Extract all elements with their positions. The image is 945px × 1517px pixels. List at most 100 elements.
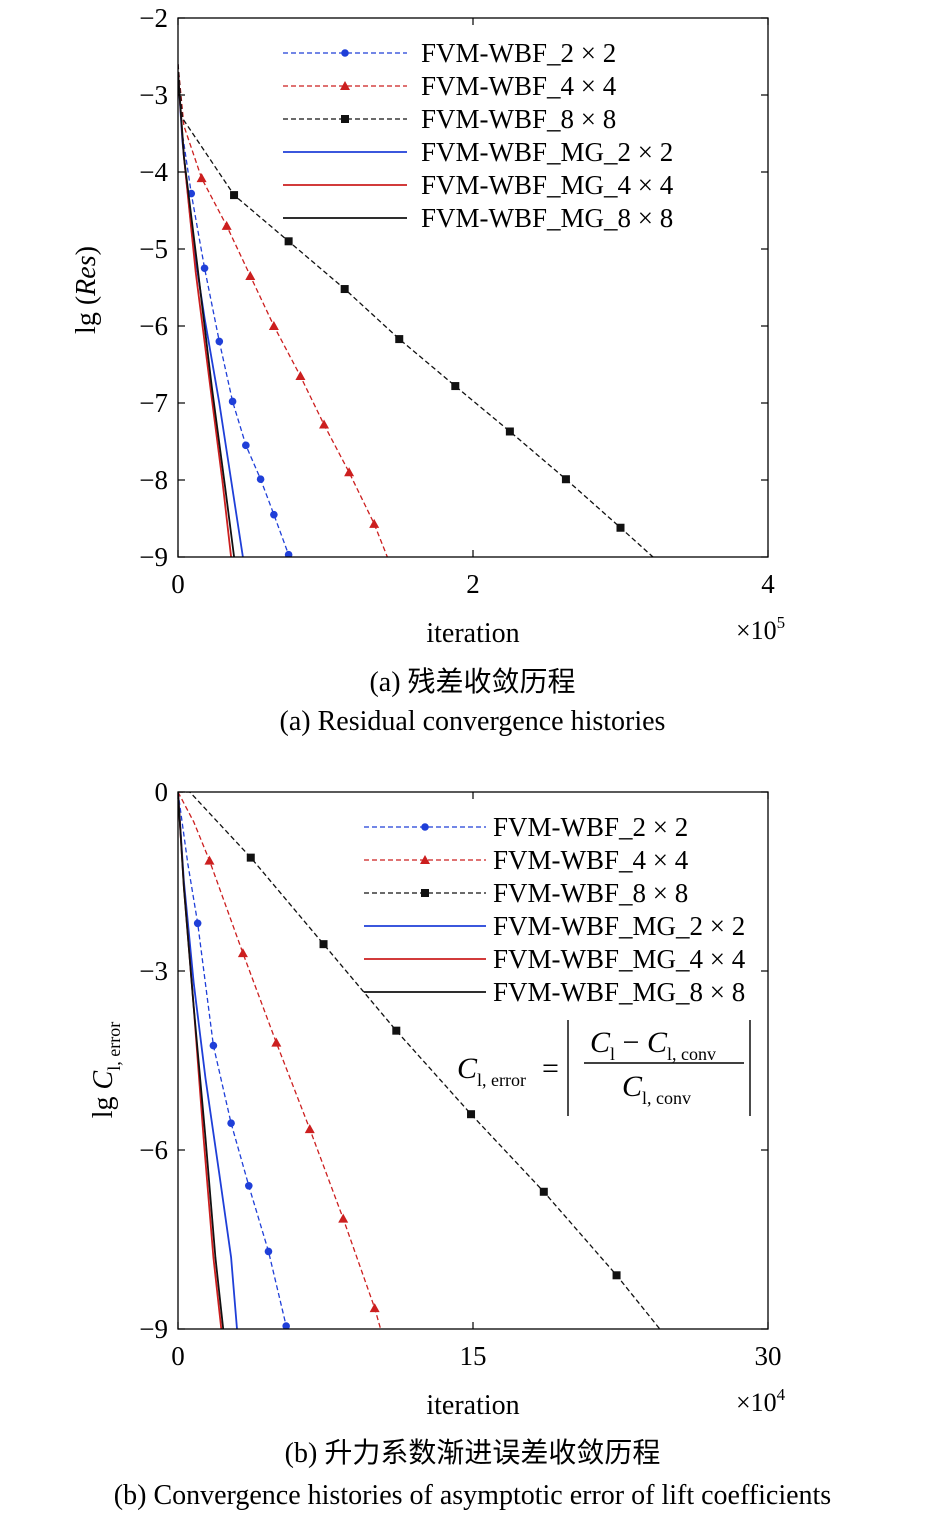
legend-marker-0: [341, 49, 349, 57]
marker-2-6: [561, 475, 570, 484]
marker-2-1: [319, 940, 328, 949]
formula-numerator: Cl − Cl, conv: [590, 1026, 716, 1064]
marker-0-0: [193, 919, 202, 928]
marker-2-0: [246, 853, 255, 862]
y-tick-label-2: −6: [139, 1135, 168, 1165]
series-line-0: [178, 792, 288, 1329]
marker-0-3: [228, 397, 237, 406]
formula: Cl, error = Cl − Cl, conv Cl, conv: [457, 1020, 751, 1116]
legend-label-5: FVM-WBF_MG_8 × 8: [421, 203, 673, 233]
marker-1-0: [204, 855, 215, 865]
y-tick-label-7: −9: [139, 542, 168, 572]
x-multiplier: ×105: [736, 613, 785, 645]
plot-area: [178, 792, 661, 1329]
x-axis-label: iteration: [426, 618, 519, 649]
caption-b-cn: (b) 升力系数渐进误差收敛历程: [284, 1438, 661, 1469]
caption-a-en: (a) Residual convergence histories: [279, 706, 666, 737]
y-tick-label-1: −3: [139, 956, 168, 986]
y-tick-label-4: −6: [139, 311, 168, 341]
legend-marker-1: [420, 855, 430, 864]
x-tick-label-2: 4: [761, 569, 775, 599]
marker-0-4: [264, 1247, 273, 1256]
marker-2-2: [340, 285, 349, 294]
series-line-5: [178, 792, 225, 1329]
legend-marker-1: [340, 81, 350, 90]
legend-label-1: FVM-WBF_4 × 4: [421, 71, 617, 101]
marker-0-7: [284, 550, 293, 557]
y-tick-label-0: −2: [139, 3, 168, 33]
x-tick-label-2: 30: [755, 1341, 782, 1371]
marker-1-0: [196, 173, 207, 183]
marker-2-1: [284, 237, 293, 246]
legend-label-0: FVM-WBF_2 × 2: [493, 812, 688, 842]
legend-label-2: FVM-WBF_8 × 8: [421, 104, 616, 134]
marker-2-0: [230, 191, 239, 200]
marker-2-5: [505, 427, 514, 436]
marker-1-3: [304, 1124, 315, 1134]
legend-label-4: FVM-WBF_MG_4 × 4: [421, 170, 674, 200]
legend-label-5: FVM-WBF_MG_8 × 8: [493, 977, 745, 1007]
y-tick-label-6: −8: [139, 465, 168, 495]
x-axis-label: iteration: [426, 1390, 519, 1421]
caption-a-cn: (a) 残差收敛历程: [369, 667, 576, 698]
marker-2-4: [451, 382, 460, 391]
plot-area: [178, 64, 654, 557]
marker-0-2: [215, 337, 224, 346]
marker-2-2: [392, 1026, 401, 1035]
marker-1-1: [221, 220, 232, 230]
marker-0-5: [282, 1322, 290, 1329]
y-axis-label: lg (Res): [71, 246, 102, 334]
legend-marker-2: [341, 115, 349, 123]
x-multiplier: ×104: [736, 1385, 786, 1417]
marker-0-4: [242, 441, 250, 450]
caption-b-en: (b) Convergence histories of asymptotic …: [113, 1480, 832, 1511]
y-tick-label-5: −7: [139, 388, 168, 418]
x-tick-label-1: 2: [466, 569, 480, 599]
series-line-0: [178, 64, 291, 557]
legend-label-4: FVM-WBF_MG_4 × 4: [493, 944, 746, 974]
y-tick-label-3: −9: [139, 1314, 168, 1344]
marker-2-3: [467, 1110, 476, 1119]
legend-label-2: FVM-WBF_8 × 8: [493, 878, 688, 908]
formula-equals: =: [542, 1052, 559, 1085]
legend-label-3: FVM-WBF_MG_2 × 2: [421, 137, 673, 167]
series-line-2: [178, 792, 661, 1329]
legend-label-1: FVM-WBF_4 × 4: [493, 845, 689, 875]
series-line-2: [178, 64, 654, 557]
marker-1-2: [271, 1037, 282, 1047]
x-tick-label-0: 0: [171, 1341, 185, 1371]
series-line-5: [178, 71, 235, 557]
marker-0-1: [209, 1041, 218, 1050]
marker-0-1: [200, 264, 209, 273]
series-line-1: [178, 792, 382, 1329]
legend-label-3: FVM-WBF_MG_2 × 2: [493, 911, 745, 941]
marker-0-6: [270, 510, 278, 519]
legend-marker-0: [421, 823, 429, 831]
marker-2-3: [395, 335, 404, 344]
marker-2-5: [612, 1271, 621, 1280]
marker-1-4: [295, 371, 306, 381]
x-tick-label-1: 15: [460, 1341, 487, 1371]
marker-1-3: [268, 321, 279, 330]
marker-1-6: [344, 467, 355, 477]
marker-0-3: [245, 1182, 253, 1190]
chart-residual: −2 −3 −4 −5 −6 −7 −8 −90 2 4 iteration ×105 lg (Res)…: [71, 3, 785, 649]
formula-denominator: Cl, conv: [622, 1070, 691, 1108]
marker-1-1: [237, 948, 248, 958]
marker-1-5: [319, 419, 330, 429]
y-tick-label-3: −5: [139, 234, 168, 264]
marker-2-7: [616, 523, 625, 532]
marker-1-7: [369, 518, 380, 528]
series-line-3: [178, 71, 244, 557]
series-line-1: [178, 64, 389, 557]
x-tick-label-0: 0: [171, 569, 185, 599]
marker-0-2: [227, 1119, 235, 1127]
marker-1-2: [245, 270, 256, 280]
y-tick-label-2: −4: [139, 157, 168, 187]
marker-1-4: [338, 1213, 349, 1223]
y-tick-label-1: −3: [139, 80, 168, 110]
